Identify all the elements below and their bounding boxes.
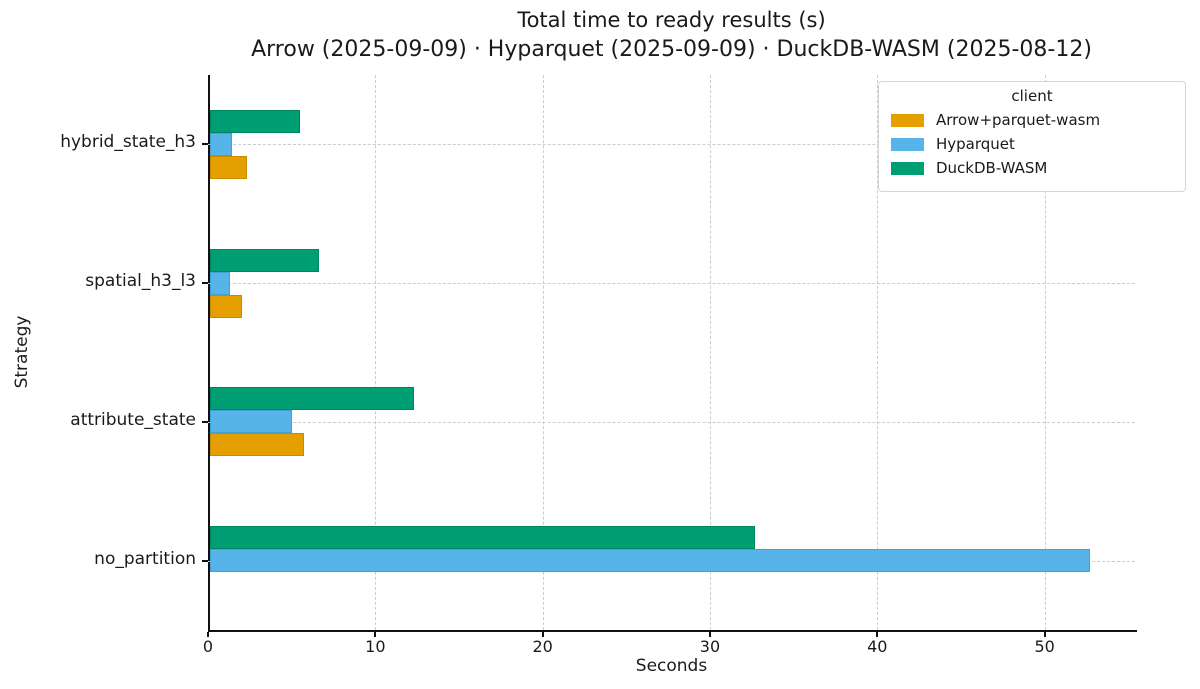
y-gridline bbox=[208, 283, 1135, 285]
y-tick-mark bbox=[202, 282, 208, 285]
legend-item-label: Arrow+parquet-wasm bbox=[936, 111, 1101, 129]
chart-subtitle: Arrow (2025-09-09) · Hyparquet (2025-09-… bbox=[251, 37, 1092, 62]
y-tick-label: spatial_h3_l3 bbox=[85, 271, 196, 292]
y-gridline bbox=[208, 144, 1135, 146]
x-tick-label: 30 bbox=[699, 637, 721, 656]
bar-duckdb-wasm-hybrid_state_h3 bbox=[210, 109, 301, 133]
x-axis-label: Seconds bbox=[635, 656, 708, 676]
legend-swatch-icon bbox=[891, 161, 924, 175]
bar-arrow-parquet-wasm-hybrid_state_h3 bbox=[210, 155, 247, 179]
x-tick-mark bbox=[541, 632, 544, 637]
y-tick-label: attribute_state bbox=[70, 409, 196, 430]
x-gridline bbox=[542, 75, 544, 630]
bar-duckdb-wasm-no_partition bbox=[210, 526, 756, 550]
x-tick-mark bbox=[374, 632, 377, 637]
x-tick-mark bbox=[207, 632, 209, 637]
x-tick-mark bbox=[876, 632, 879, 637]
y-tick-mark bbox=[202, 559, 208, 562]
bar-duckdb-wasm-spatial_h3_l3 bbox=[210, 248, 319, 272]
bar-duckdb-wasm-attribute_state bbox=[210, 387, 415, 411]
plot-area bbox=[208, 75, 1137, 632]
y-tick-label: hybrid_state_h3 bbox=[60, 132, 196, 153]
legend-item-label: DuckDB-WASM bbox=[936, 159, 1048, 177]
x-tick-label: 20 bbox=[532, 637, 553, 656]
legend-swatch-icon bbox=[891, 137, 924, 151]
chart-title: Total time to ready results (s) bbox=[517, 8, 826, 32]
x-tick-label: 10 bbox=[365, 637, 386, 656]
x-tick-mark bbox=[708, 632, 711, 637]
bar-hyparquet-spatial_h3_l3 bbox=[210, 271, 231, 295]
legend-swatch-icon bbox=[891, 113, 924, 127]
bar-hyparquet-no_partition bbox=[210, 549, 1091, 573]
legend-item-label: Hyparquet bbox=[936, 135, 1015, 153]
bar-hyparquet-hybrid_state_h3 bbox=[210, 132, 232, 156]
legend-item: Arrow+parquet-wasm bbox=[891, 111, 1175, 129]
x-tick-mark bbox=[1043, 632, 1046, 637]
y-tick-mark bbox=[202, 420, 208, 423]
y-tick-mark bbox=[202, 143, 208, 146]
legend: client Arrow+parquet-wasm Hyparquet DuckDB… bbox=[878, 81, 1186, 192]
y-tick-label: no_partition bbox=[94, 548, 196, 569]
x-gridline bbox=[877, 75, 879, 630]
x-gridline bbox=[1044, 75, 1046, 630]
legend-item: Hyparquet bbox=[891, 135, 1175, 153]
bar-arrow-parquet-wasm-spatial_h3_l3 bbox=[210, 294, 242, 318]
x-tick-label: 40 bbox=[867, 637, 888, 656]
x-gridline bbox=[375, 75, 377, 630]
y-gridline bbox=[208, 421, 1135, 423]
legend-title: client bbox=[1011, 87, 1053, 105]
legend-item: DuckDB-WASM bbox=[891, 159, 1175, 177]
bar-arrow-parquet-wasm-attribute_state bbox=[210, 433, 304, 457]
bar-hyparquet-attribute_state bbox=[210, 410, 292, 434]
x-tick-label: 0 bbox=[202, 637, 214, 656]
x-tick-label: 50 bbox=[1034, 637, 1055, 656]
x-gridline bbox=[709, 75, 711, 630]
legend-items: Arrow+parquet-wasm Hyparquet DuckDB-WASM bbox=[889, 111, 1175, 177]
